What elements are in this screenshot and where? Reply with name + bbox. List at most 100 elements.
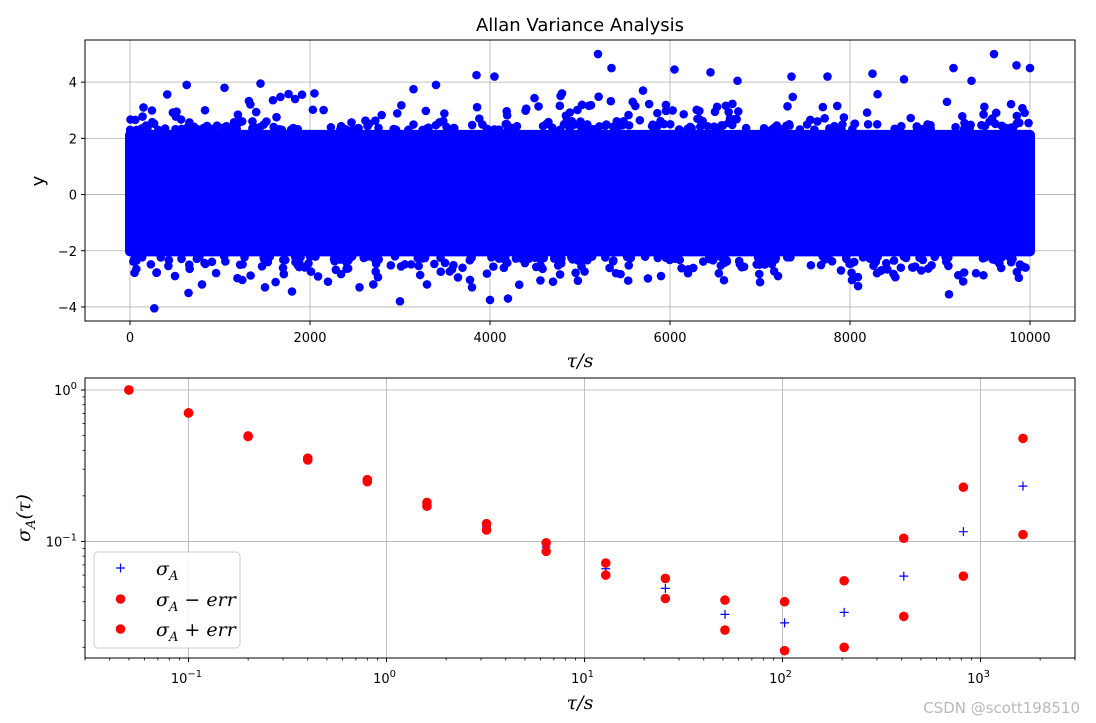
top-data-point — [244, 96, 254, 106]
top-data-point — [942, 97, 952, 107]
bottom-x-axis-label: τ/s — [567, 692, 594, 714]
top-data-point — [670, 254, 680, 264]
top-data-point — [714, 269, 724, 278]
sigma-minus-err-point — [600, 570, 611, 580]
top-data-point — [555, 270, 565, 279]
top-data-point — [573, 105, 582, 115]
sigma-plus-err-point — [779, 596, 790, 607]
top-outlier-point — [184, 288, 193, 298]
top-outlier-point — [467, 282, 477, 292]
top-data-point — [132, 125, 141, 135]
sigma-plus-err-point — [302, 453, 313, 463]
top-outlier-point — [422, 280, 432, 289]
top-data-point — [147, 106, 157, 115]
top-outlier-point — [787, 72, 796, 81]
top-data-point — [229, 124, 238, 133]
top-data-point — [371, 267, 381, 276]
bottom-y-tick-label: 100 — [54, 381, 77, 399]
top-data-point — [286, 125, 296, 134]
top-data-point — [1000, 125, 1010, 135]
top-data-point — [246, 271, 255, 280]
top-outlier-point — [872, 268, 882, 278]
bottom-y-tick-label: 10−1 — [46, 532, 77, 550]
top-data-point — [377, 110, 386, 120]
top-data-point — [279, 269, 289, 279]
top-data-point — [588, 124, 598, 134]
top-data-point — [890, 124, 900, 134]
top-data-point — [602, 120, 611, 129]
sigma-minus-err-point — [779, 645, 790, 656]
top-data-point — [125, 125, 135, 135]
top-data-points — [125, 49, 1035, 313]
top-data-point — [897, 121, 906, 131]
legend-label-main: σ — [156, 589, 170, 611]
top-data-point — [184, 260, 194, 269]
top-data-point — [371, 259, 381, 269]
top-outlier-point — [490, 72, 499, 81]
top-data-point — [271, 277, 280, 287]
top-outlier-point — [557, 89, 567, 98]
top-data-point — [207, 257, 217, 267]
bottom-x-tick-label-base: 10 — [967, 672, 984, 687]
top-data-point — [347, 118, 356, 127]
top-outlier-point — [949, 63, 958, 73]
top-outlier-point — [139, 103, 148, 112]
top-data-point — [233, 110, 243, 119]
top-data-point — [354, 123, 363, 133]
top-data-point — [628, 97, 638, 107]
top-data-point — [979, 110, 988, 119]
top-data-point — [171, 124, 180, 134]
top-data-point — [130, 115, 140, 125]
top-data-point — [988, 252, 998, 262]
bottom-y-ticks: 10−1 100 — [46, 381, 85, 550]
top-y-tick-label: 0 — [69, 189, 77, 204]
top-data-point — [951, 122, 960, 132]
top-outlier-point — [670, 65, 679, 74]
top-outlier-point — [1025, 63, 1035, 73]
top-data-point — [573, 276, 583, 285]
sigma-plus-err-point — [839, 575, 849, 586]
legend-label-sub: A — [168, 600, 178, 615]
top-data-point — [927, 260, 936, 270]
top-data-point — [568, 255, 577, 264]
top-data-point — [369, 280, 378, 289]
top-outlier-point — [683, 268, 693, 278]
top-data-point — [710, 107, 720, 117]
top-scatter-chart: 0 2000 4000 6000 8000 10000 −4 −2 0 2 4 Allan Var… — [28, 15, 1076, 372]
top-outlier-point — [355, 282, 364, 292]
top-data-point — [977, 120, 986, 130]
legend-box — [93, 551, 241, 649]
top-data-point — [586, 100, 596, 110]
top-outlier-point — [197, 280, 207, 289]
top-data-point — [889, 256, 899, 265]
top-data-point — [912, 123, 922, 133]
sigma-minus-err-point — [720, 625, 730, 635]
top-outlier-point — [836, 266, 846, 275]
top-data-point — [421, 106, 431, 116]
sigma-a-point — [720, 609, 730, 619]
top-y-ticks: −4 −2 0 2 4 — [58, 76, 85, 316]
watermark: CSDN @scott198510 — [923, 699, 1080, 717]
top-data-point — [709, 122, 719, 131]
top-data-point — [494, 254, 504, 263]
top-data-point — [276, 92, 285, 102]
top-data-point — [579, 253, 588, 263]
top-data-point — [978, 253, 988, 263]
top-data-point — [788, 92, 798, 102]
sigma-plus-err-point — [541, 537, 551, 548]
top-outlier-point — [150, 304, 159, 313]
top-data-point — [146, 260, 156, 269]
legend-marker-circle — [115, 594, 126, 604]
top-data-point — [530, 93, 539, 103]
top-data-point — [449, 123, 459, 133]
top-data-point — [863, 120, 873, 129]
top-data-point — [930, 252, 940, 262]
top-data-point — [418, 254, 427, 263]
top-data-point — [430, 259, 439, 269]
top-data-point — [873, 89, 882, 99]
top-data-point — [434, 118, 444, 127]
top-data-point — [896, 263, 906, 272]
top-data-point — [177, 124, 186, 134]
